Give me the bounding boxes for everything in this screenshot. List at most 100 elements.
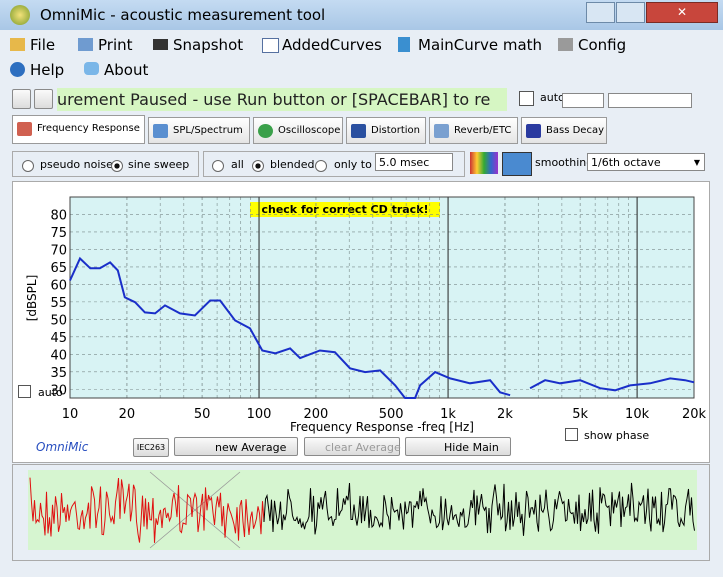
x-tick-label: 200 [304,407,329,422]
new-average-button[interactable]: new Average [174,437,298,456]
y-tick-label: 35 [50,366,67,381]
tab-label: SPL/Spectrum [173,125,243,136]
mode-group [203,151,465,177]
x-tick-label: 1k [440,407,456,422]
annotation-box [250,202,440,217]
icon [262,38,279,53]
x-tick-label: 10k [625,407,650,422]
data-line [529,377,695,392]
minimize[interactable] [586,2,615,23]
plot-border [69,196,695,399]
wave-button[interactable] [502,152,532,176]
tab[interactable]: SPL/Spectrum [148,117,250,144]
y-tick-label: 80 [50,208,67,223]
menu-maincurve[interactable]: MainCurve math [418,36,543,54]
signal-group [12,151,199,177]
radio[interactable] [212,160,224,172]
y-tick-label: 45 [50,331,67,346]
menu-addedcurves[interactable]: AddedCurves [282,36,382,54]
waveform-red [29,477,265,543]
smoothing-label: smoothing [535,156,594,169]
x-tick-label: 10 [62,407,79,422]
menu-about[interactable]: About [104,61,149,79]
waveform [29,471,695,549]
radio-label: only to [334,158,372,171]
y-tick-label: 70 [50,243,67,258]
tab-label: Oscilloscope [278,125,341,136]
window-title: OmniMic - acoustic measurement tool [40,6,326,24]
icon [10,62,25,77]
auto-label: auto [38,386,63,399]
auto-label: autc [540,91,565,104]
x-tick-label: 5k [572,407,588,422]
radio[interactable] [252,160,264,172]
waveform-guide [149,471,241,549]
menu-file[interactable]: File [30,36,56,54]
radio-label: blended [270,158,315,171]
show-phase-label: show phase [584,429,650,442]
menu-help[interactable]: Help [30,61,65,79]
x-axis-label: Frequency Response -freq [Hz] [290,420,474,434]
menu-config[interactable]: Config [578,36,627,54]
tab[interactable]: Oscilloscope [253,117,343,144]
window-input[interactable]: 5.0 msec [375,153,453,171]
x-tick-label: 20k [682,407,707,422]
close[interactable]: ✕ [646,2,718,23]
plot-area [70,197,694,398]
y-tick-label: 55 [50,296,67,311]
select-value: 1/6th octave [591,156,661,169]
smoothing-select[interactable]: 1/6th octave ▼ [587,153,705,171]
x-tick-label: 2k [497,407,513,422]
tab[interactable]: Distortion [346,117,426,144]
run-button[interactable] [34,89,53,109]
hide-main-button[interactable]: Hide Main [405,437,511,456]
maximize[interactable] [616,2,645,23]
checkbox[interactable] [18,385,31,398]
annotation: check for correct CD track! [261,203,428,216]
color-button[interactable] [470,152,498,174]
tab-label: Frequency Response [37,123,140,134]
checkbox[interactable] [519,91,534,106]
tab-label: Distortion [371,125,420,136]
status-message: urement Paused - use Run button or [SPAC… [57,88,507,111]
y-axis-label: [dBSPL] [25,275,39,322]
data-line [69,256,511,399]
x-tick-label: 50 [194,407,211,422]
input[interactable] [608,93,692,108]
radio[interactable] [315,160,327,172]
icon [78,38,93,51]
y-tick-label: 60 [50,278,67,293]
tab-label: Reverb/ETC [454,125,512,136]
icon [10,38,25,51]
iec-button[interactable]: IEC263 [133,438,169,457]
tab[interactable]: Frequency Response [12,115,145,144]
tab[interactable]: Reverb/ETC [429,117,518,144]
waveform-panel [12,464,710,561]
y-tick-label: 40 [50,348,67,363]
clear-average-button[interactable]: clear Average [304,437,401,456]
x-tick-label: 500 [379,407,404,422]
y-tick-label: 30 [50,383,67,398]
radio[interactable] [111,160,123,172]
menu-print[interactable]: Print [98,36,133,54]
icon [84,62,99,75]
checkbox[interactable] [565,428,578,441]
radio-label: pseudo noise [40,158,113,171]
tab[interactable]: Bass Decay [521,117,607,144]
x-tick-label: 100 [247,407,272,422]
icon [153,39,168,50]
app-icon [10,5,30,25]
y-tick-label: 65 [50,261,67,276]
radio-label: sine sweep [128,158,190,171]
pause-button[interactable] [12,89,31,109]
input[interactable] [562,93,604,108]
brand: OmniMic [36,440,89,454]
menu-snapshot[interactable]: Snapshot [173,36,244,54]
waveform-black [263,482,695,536]
tab-label: Bass Decay [546,125,604,136]
radio[interactable] [22,160,34,172]
y-tick-label: 75 [50,226,67,241]
y-tick-label: 50 [50,313,67,328]
icon [558,38,573,51]
